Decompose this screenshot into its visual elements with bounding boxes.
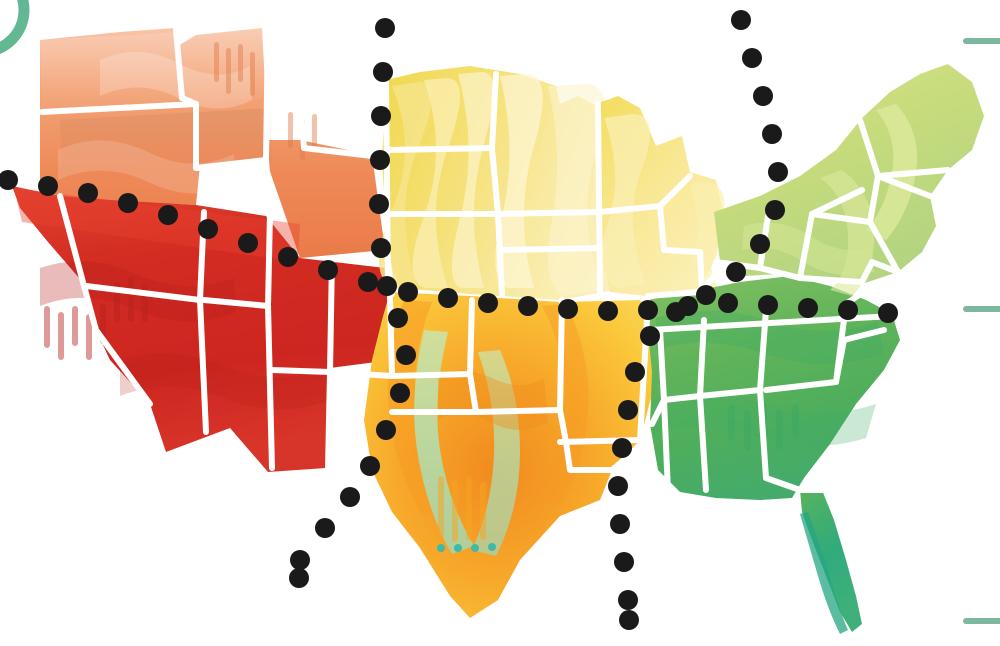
legend-rule bbox=[963, 306, 1000, 312]
divider-dot bbox=[638, 300, 658, 320]
divider-dot bbox=[610, 514, 630, 534]
divider-dot bbox=[558, 299, 578, 319]
divider-dot bbox=[765, 200, 785, 220]
divider-dot bbox=[768, 162, 788, 182]
divider-dot bbox=[618, 590, 638, 610]
divider-dot bbox=[371, 106, 391, 126]
divider-dot bbox=[478, 293, 498, 313]
divider-dot bbox=[666, 302, 686, 322]
divider-dot bbox=[390, 383, 410, 403]
divider-dot bbox=[878, 303, 898, 323]
accent-dot bbox=[471, 544, 479, 552]
divider-dot bbox=[318, 260, 338, 280]
divider-dot bbox=[198, 219, 218, 239]
divider-dot bbox=[742, 48, 762, 68]
accent-dot bbox=[488, 543, 496, 551]
divider-dot bbox=[838, 300, 858, 320]
divider-dot bbox=[118, 193, 138, 213]
region-dividers bbox=[0, 10, 898, 630]
divider-dot bbox=[612, 438, 632, 458]
divider-dot bbox=[369, 194, 389, 214]
gulf-coast-teal-dots bbox=[437, 543, 496, 552]
divider-dot bbox=[625, 362, 645, 382]
green-arc bbox=[0, 0, 30, 54]
divider-dot bbox=[0, 170, 18, 190]
accent-dot bbox=[437, 544, 445, 552]
divider-dot bbox=[726, 262, 746, 282]
divider-dot bbox=[398, 282, 418, 302]
divider-dot bbox=[758, 295, 778, 315]
divider-dot bbox=[388, 308, 408, 328]
legend-rule bbox=[963, 618, 1000, 624]
divider-east-vertical bbox=[608, 10, 788, 630]
divider-dot bbox=[289, 568, 309, 588]
divider-dot bbox=[608, 476, 628, 496]
legend-rule bbox=[963, 38, 1000, 44]
divider-dot bbox=[762, 124, 782, 144]
divider-dot bbox=[360, 456, 380, 476]
divider-dot bbox=[377, 276, 397, 296]
divider-dot bbox=[438, 288, 458, 308]
divider-dot bbox=[614, 552, 634, 572]
divider-dot bbox=[78, 183, 98, 203]
divider-dot bbox=[238, 233, 258, 253]
state-borders bbox=[39, 27, 951, 495]
divider-horizontal bbox=[0, 170, 898, 323]
divider-dot bbox=[598, 301, 618, 321]
divider-dot bbox=[158, 205, 178, 225]
divider-dot bbox=[618, 400, 638, 420]
accent-dot bbox=[454, 544, 462, 552]
divider-dot bbox=[753, 86, 773, 106]
region-greatlakes bbox=[596, 96, 725, 300]
divider-dot bbox=[315, 518, 335, 538]
divider-dot bbox=[518, 296, 538, 316]
divider-dot bbox=[750, 234, 770, 254]
divider-north-vertical bbox=[289, 18, 416, 588]
divider-dot bbox=[38, 176, 58, 196]
divider-dot bbox=[731, 10, 751, 30]
divider-dot bbox=[278, 247, 298, 267]
divider-dot bbox=[358, 272, 378, 292]
divider-dot bbox=[640, 326, 660, 346]
divider-dot bbox=[376, 420, 396, 440]
divider-dot bbox=[396, 345, 416, 365]
region-fills bbox=[12, 28, 984, 634]
divider-dot bbox=[696, 285, 716, 305]
divider-dot bbox=[373, 62, 393, 82]
divider-dot bbox=[290, 550, 310, 570]
divider-dot bbox=[619, 610, 639, 630]
divider-dot bbox=[798, 298, 818, 318]
divider-dot bbox=[340, 487, 360, 507]
region-plains bbox=[379, 66, 664, 300]
divider-dot bbox=[375, 18, 395, 38]
divider-dot bbox=[371, 238, 391, 258]
divider-dot bbox=[370, 150, 390, 170]
divider-dot bbox=[718, 293, 738, 313]
